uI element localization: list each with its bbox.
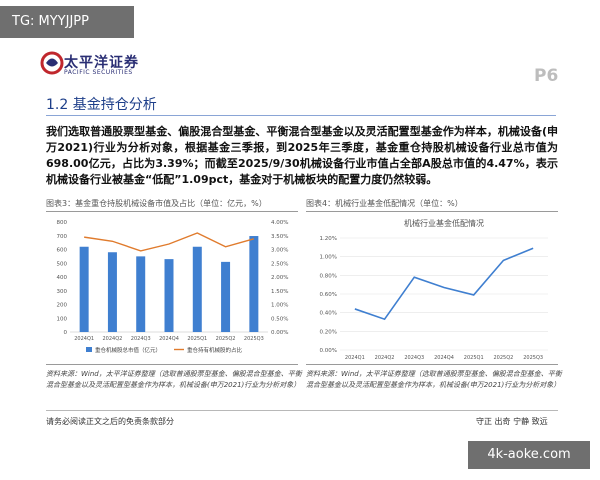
bar xyxy=(221,261,231,332)
bar xyxy=(136,256,146,332)
y-tick-label: 0.00% xyxy=(320,348,337,354)
section-divider xyxy=(46,115,556,116)
footer-divider xyxy=(46,410,558,411)
underweight-line xyxy=(354,247,534,321)
chart-title: 机械行业基金低配情况 xyxy=(404,218,484,228)
x-tick-label: 2024Q3 xyxy=(404,355,424,361)
y2-tick-label: 1.00% xyxy=(271,303,288,309)
y2-tick-label: 0.00% xyxy=(271,330,288,336)
footer-disclaimer: 请务必阅读正文之后的免责条款部分 xyxy=(46,417,174,426)
x-tick-label: 2024Q4 xyxy=(159,336,179,342)
company-name-en: PACIFIC SECURITIES xyxy=(64,69,133,76)
y2-tick-label: 1.50% xyxy=(271,289,288,295)
legend-label-line: 重仓持有机械股的占比 xyxy=(187,346,243,354)
y-tick-label: 300 xyxy=(57,289,68,295)
site-watermark: 4k-aoke.com xyxy=(468,441,590,469)
x-tick-label: 2024Q1 xyxy=(74,336,94,342)
x-tick-label: 2025Q2 xyxy=(494,355,514,361)
y-tick-label: 600 xyxy=(57,248,68,254)
section-title: 1.2 基金持仓分析 xyxy=(46,97,157,113)
bar xyxy=(192,246,202,332)
legend-label-bar: 重仓机械股总市值（亿元） xyxy=(95,346,161,354)
figure-3-source-divider xyxy=(46,364,298,365)
y-tick-label: 0.40% xyxy=(320,311,337,317)
x-tick-label: 2025Q3 xyxy=(523,355,543,361)
y-tick-label: 1.20% xyxy=(320,236,337,242)
share-line xyxy=(84,232,255,252)
figure-4-title: 图表4：机械行业基金低配情况（单位：%） xyxy=(306,199,463,208)
figure-3-title: 图表3：基金重仓持股机械设备市值及占比（单位：亿元，%） xyxy=(46,199,267,208)
x-tick-label: 2025Q1 xyxy=(464,355,484,361)
y-tick-label: 100 xyxy=(57,316,68,322)
y-tick-label: 500 xyxy=(57,261,68,267)
bar xyxy=(249,236,259,332)
y-tick-label: 700 xyxy=(57,234,68,240)
footer-motto: 守正 出奇 宁静 致远 xyxy=(476,417,548,426)
figure-3-source: 资料来源：Wind，太平洋证券整理（选取普通股票型基金、偏股混合型基金、平衡混合… xyxy=(46,370,302,389)
x-tick-label: 2024Q3 xyxy=(131,336,151,342)
y2-tick-label: 4.00% xyxy=(271,220,288,226)
y-tick-label: 0 xyxy=(64,330,68,336)
y-tick-label: 800 xyxy=(57,220,68,226)
figure-4-source-divider xyxy=(306,364,558,365)
bar xyxy=(79,246,89,332)
y-tick-label: 0.20% xyxy=(320,329,337,335)
y-tick-label: 0.80% xyxy=(320,273,337,279)
bar xyxy=(164,259,174,332)
figure-3-divider xyxy=(46,211,298,212)
legend-swatch-bar xyxy=(86,347,92,352)
fund-holdings-chart: 0 100 200 300 400 500 600 700 800 0.00% 0.50% 1.00%… xyxy=(57,220,289,354)
x-tick-label: 2024Q2 xyxy=(103,336,123,342)
figure-4-source: 资料来源：Wind，太平洋证券整理（选取普通股票型基金、偏股混合型基金、平衡混合… xyxy=(306,370,562,389)
underweight-chart: 机械行业基金低配情况 0.00% 0.20% 0.40% 0.60% 0.80% 1.00%… xyxy=(320,218,548,361)
x-tick-label: 2025Q3 xyxy=(244,336,264,342)
x-tick-label: 2024Q1 xyxy=(345,355,365,361)
y-tick-label: 200 xyxy=(57,303,68,309)
x-tick-label: 2024Q2 xyxy=(375,355,395,361)
page-number: P6 xyxy=(534,66,559,86)
telegram-overlay: TG: MYYJJPP xyxy=(0,6,134,38)
x-tick-label: 2025Q2 xyxy=(216,336,236,342)
y2-tick-label: 2.50% xyxy=(271,261,288,267)
y-tick-label: 1.00% xyxy=(320,255,337,261)
y2-tick-label: 2.00% xyxy=(271,275,288,281)
body-paragraph: 我们选取普通股票型基金、偏股混合型基金、平衡混合型基金以及灵活配置型基金作为样本… xyxy=(46,125,558,186)
company-logo-icon xyxy=(40,51,64,75)
figure-4-divider xyxy=(306,211,558,212)
y2-tick-label: 3.00% xyxy=(271,248,288,254)
y-tick-label: 400 xyxy=(57,275,68,281)
x-tick-label: 2024Q4 xyxy=(434,355,454,361)
y2-tick-label: 0.50% xyxy=(271,316,288,322)
y2-tick-label: 3.50% xyxy=(271,234,288,240)
company-name: 太平洋证券 xyxy=(64,55,139,71)
x-tick-label: 2025Q1 xyxy=(187,336,207,342)
bar xyxy=(107,252,117,332)
y-tick-label: 0.60% xyxy=(320,292,337,298)
